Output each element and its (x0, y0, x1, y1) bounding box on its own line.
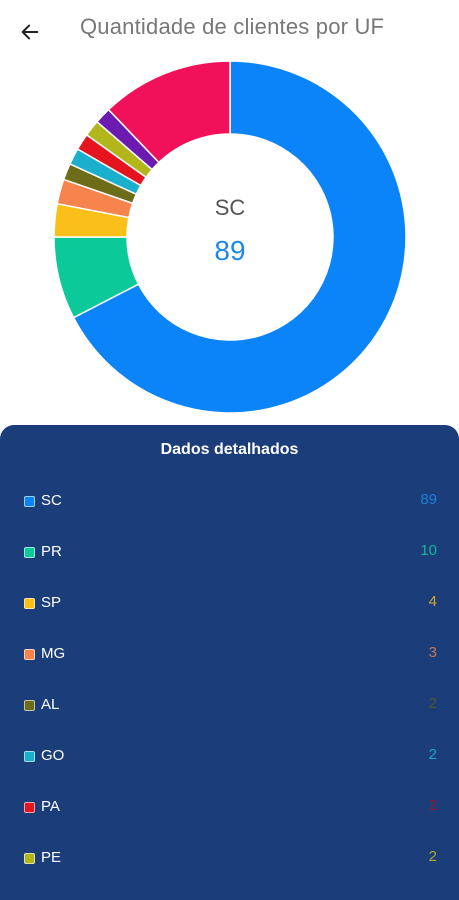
legend-value: 89 (420, 491, 437, 508)
donut-slice-sc[interactable] (72, 60, 407, 414)
app-header: Quantidade de clientes por UF (0, 0, 459, 60)
legend-row-pr[interactable]: PR 10 (0, 528, 459, 579)
donut-chart: SC 89 (0, 55, 459, 425)
legend-value: 4 (428, 593, 437, 610)
legend-list: SC 89 PR 10 SP 4 MG 3 AL 2 GO 2 (0, 477, 459, 885)
legend-label: SP (41, 594, 62, 611)
legend-row-mg[interactable]: MG 3 (0, 630, 459, 681)
legend-row-sp[interactable]: SP 4 (0, 579, 459, 630)
page-title: Quantidade de clientes por UF (80, 14, 385, 39)
legend-label: MG (41, 645, 66, 662)
legend-label: PA (41, 798, 60, 815)
donut-svg (53, 60, 407, 414)
legend-value: 10 (420, 542, 437, 559)
details-panel: Dados detalhados SC 89 PR 10 SP 4 MG 3 A… (0, 425, 459, 900)
back-button[interactable] (14, 16, 46, 48)
swatch (24, 649, 35, 660)
legend-label: GO (41, 747, 65, 764)
swatch (24, 547, 35, 558)
legend-label: PR (41, 543, 62, 560)
legend-row-go[interactable]: GO 2 (0, 732, 459, 783)
legend-label: PE (41, 849, 62, 866)
swatch (24, 700, 35, 711)
swatch (24, 496, 35, 507)
panel-title: Dados detalhados (160, 441, 299, 458)
legend-label: SC (41, 492, 62, 509)
legend-value: 2 (428, 695, 437, 712)
legend-row-pe[interactable]: PE 2 (0, 834, 459, 885)
legend-row-al[interactable]: AL 2 (0, 681, 459, 732)
legend-value: 2 (428, 797, 437, 814)
legend-value: 2 (428, 848, 437, 865)
donut-slice-9[interactable] (107, 60, 231, 164)
legend-value: 3 (428, 644, 437, 661)
arrow-left-icon (21, 24, 39, 40)
swatch (24, 802, 35, 813)
swatch (24, 598, 35, 609)
legend-row-pa[interactable]: PA 2 (0, 783, 459, 834)
center-label: SC (214, 195, 246, 220)
legend-row-sc[interactable]: SC 89 (0, 477, 459, 528)
legend-label: AL (41, 696, 60, 713)
legend-value: 2 (428, 746, 437, 763)
swatch (24, 853, 35, 864)
center-value: 89 (214, 235, 246, 266)
swatch (24, 751, 35, 762)
